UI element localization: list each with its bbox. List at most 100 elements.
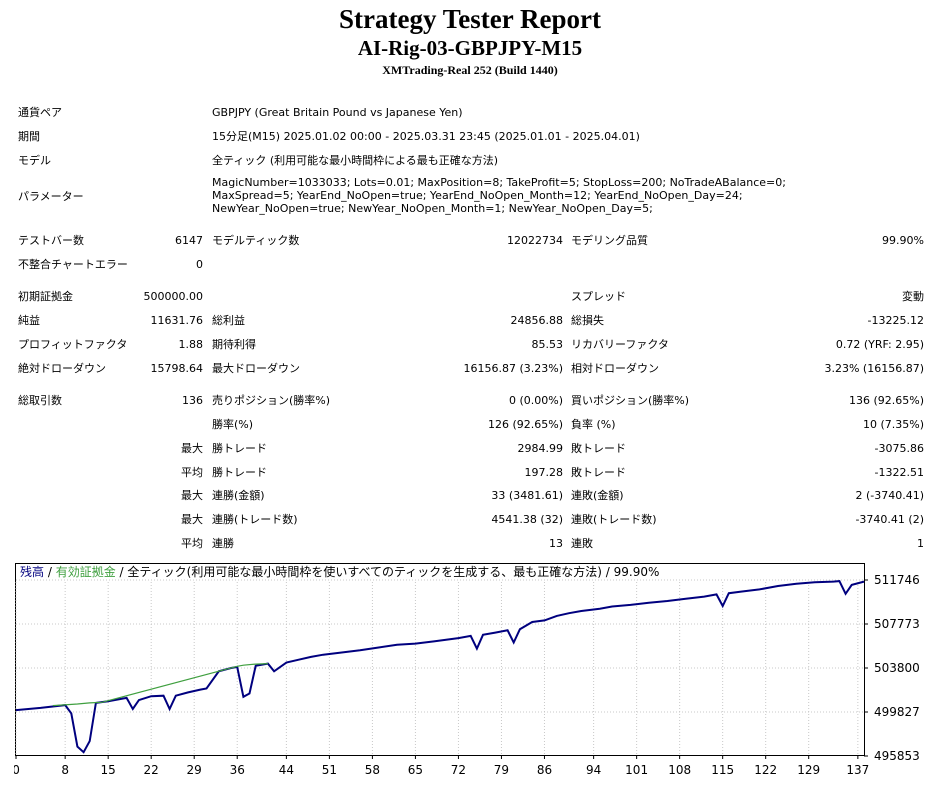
deposit-label: 初期証拠金 <box>18 290 73 303</box>
grid-layer <box>15 579 864 754</box>
ticks-label: モデルティック数 <box>212 234 300 247</box>
avg-word-1: 平均 <box>181 466 203 479</box>
model-value: 全ティック (利用可能な最小時間枠による最も正確な方法) <box>212 154 499 167</box>
x-tick-label: 65 <box>408 763 423 777</box>
largest-win-label: 勝トレード <box>212 442 267 455</box>
short-label: 売りポジション(勝率%) <box>212 394 331 407</box>
report-title: Strategy Tester Report <box>339 4 601 34</box>
bars-label: テストバー数 <box>18 234 84 247</box>
balance-chart: 495853 499827 503800 507773 511746 0 8 15 22 29 36… <box>12 562 926 786</box>
y-tick-label: 507773 <box>874 617 920 631</box>
x-tick-label: 51 <box>322 763 337 777</box>
quality-value: 99.90% <box>882 234 924 247</box>
cons-loss-money-label: 連敗(金額) <box>571 489 624 502</box>
largest-loss-value: -3075.86 <box>874 442 924 455</box>
symbol-value: GBPJPY (Great Britain Pound vs Japanese … <box>212 106 463 119</box>
win-rate-value: 126 (92.65%) <box>487 418 563 431</box>
params-label: パラメーター <box>18 190 84 203</box>
x-tick-label: 22 <box>144 763 159 777</box>
cons-loss-count-label: 連敗(トレード数) <box>571 513 657 526</box>
net-value: 11631.76 <box>150 314 204 327</box>
model-label: モデル <box>18 154 51 167</box>
x-tick-label: 8 <box>61 763 69 777</box>
largest-loss-label: 敗トレード <box>571 442 626 455</box>
deposit-value: 500000.00 <box>143 290 204 303</box>
net-label: 純益 <box>18 314 40 327</box>
avg-cons-wins-label: 連勝 <box>212 537 234 550</box>
ticks-value: 12022734 <box>507 234 563 247</box>
cons-wins-money-value: 33 (3481.61) <box>491 489 563 502</box>
y-tick-label: 511746 <box>874 573 920 587</box>
avg-win-label: 勝トレード <box>212 466 267 479</box>
x-tick-label: 72 <box>451 763 466 777</box>
x-tick-label: 0 <box>14 763 20 777</box>
x-tick-label: 86 <box>537 763 552 777</box>
avg-cons-loss-label: 連敗 <box>571 537 593 550</box>
rel-dd-value: 3.23% (16156.87) <box>824 362 924 375</box>
rel-dd-label: 相対ドローダウン <box>571 362 659 375</box>
trades-label: 総取引数 <box>18 394 62 407</box>
x-tick-label: 122 <box>754 763 777 777</box>
recovery-label: リカバリーファクタ <box>571 338 669 351</box>
largest-win-value: 2984.99 <box>517 442 564 455</box>
abs-dd-label: 絶対ドローダウン <box>18 362 106 375</box>
gross-profit-label: 総利益 <box>212 314 245 327</box>
avg-word-2: 平均 <box>181 537 203 550</box>
spread-label: スプレッド <box>571 290 626 303</box>
avg-loss-value: -1322.51 <box>874 466 924 479</box>
x-tick-label: 44 <box>279 763 294 777</box>
params-value: MagicNumber=1033033; Lots=0.01; MaxPosit… <box>212 176 786 215</box>
gross-profit-value: 24856.88 <box>510 314 564 327</box>
legend-balance: 残高 <box>20 564 44 579</box>
win-rate-label: 勝率(%) <box>212 418 254 431</box>
loss-rate-value: 10 (7.35%) <box>862 418 924 431</box>
chart-legend: 残高 / 有効証拠金 / 全ティック(利用可能な最小時間枠を使いすべてのティック… <box>20 564 659 579</box>
x-tick-label: 94 <box>586 763 601 777</box>
tick-layer: 495853 499827 503800 507773 511746 0 8 15 22 29 36… <box>12 573 920 777</box>
y-tick-label: 503800 <box>874 661 920 675</box>
x-tick-label: 15 <box>101 763 116 777</box>
mismatch-value: 0 <box>196 258 203 271</box>
x-tick-label: 36 <box>230 763 245 777</box>
max-word-1: 最大 <box>181 442 203 455</box>
pf-value: 1.88 <box>178 338 204 351</box>
y-tick-label: 495853 <box>874 749 920 763</box>
x-tick-label: 108 <box>668 763 691 777</box>
report-build: XMTrading-Real 252 (Build 1440) <box>382 63 558 77</box>
equity-line <box>52 663 268 707</box>
expected-label: 期待利得 <box>212 338 256 351</box>
symbol-label: 通貨ペア <box>18 106 62 119</box>
gross-loss-value: -13225.12 <box>867 314 924 327</box>
legend-rest: / 全ティック(利用可能な最小時間枠を使いすべてのティックを生成する、最も正確な… <box>116 564 660 579</box>
x-tick-label: 129 <box>797 763 820 777</box>
max-word-2: 最大 <box>181 489 203 502</box>
cons-wins-count-value: 4541.38 (32) <box>491 513 563 526</box>
report-subtitle: AI-Rig-03-GBPJPY-M15 <box>357 36 583 60</box>
cons-wins-money-label: 連勝(金額) <box>212 489 265 502</box>
period-value: 15分足(M15) 2025.01.02 00:00 - 2025.03.31 … <box>212 130 640 143</box>
balance-chart-svg: 495853 499827 503800 507773 511746 0 8 15 22 29 36… <box>12 563 920 777</box>
mismatch-label: 不整合チャートエラー <box>18 258 128 271</box>
bars-value: 6147 <box>175 234 203 247</box>
avg-loss-label: 敗トレード <box>571 466 626 479</box>
x-tick-label: 137 <box>846 763 869 777</box>
abs-dd-value: 15798.64 <box>150 362 204 375</box>
recovery-value: 0.72 (YRF: 2.95) <box>835 338 924 351</box>
expected-value: 85.53 <box>531 338 564 351</box>
max-dd-value: 16156.87 (3.23%) <box>463 362 563 375</box>
long-value: 136 (92.65%) <box>848 394 924 407</box>
max-dd-label: 最大ドローダウン <box>212 362 300 375</box>
avg-cons-wins-value: 13 <box>549 537 563 550</box>
max-word-3: 最大 <box>181 513 203 526</box>
legend-equity: 有効証拠金 <box>56 564 116 579</box>
balance-line <box>15 580 865 754</box>
x-tick-label: 79 <box>494 763 509 777</box>
long-label: 買いポジション(勝率%) <box>571 394 690 407</box>
series-layer <box>15 580 865 754</box>
gross-loss-label: 総損失 <box>571 314 604 327</box>
quality-label: モデリング品質 <box>571 234 648 247</box>
legend-sep: / <box>44 565 56 579</box>
cons-wins-count-label: 連勝(トレード数) <box>212 513 298 526</box>
y-tick-label: 499827 <box>874 705 920 719</box>
avg-win-value: 197.28 <box>524 466 564 479</box>
